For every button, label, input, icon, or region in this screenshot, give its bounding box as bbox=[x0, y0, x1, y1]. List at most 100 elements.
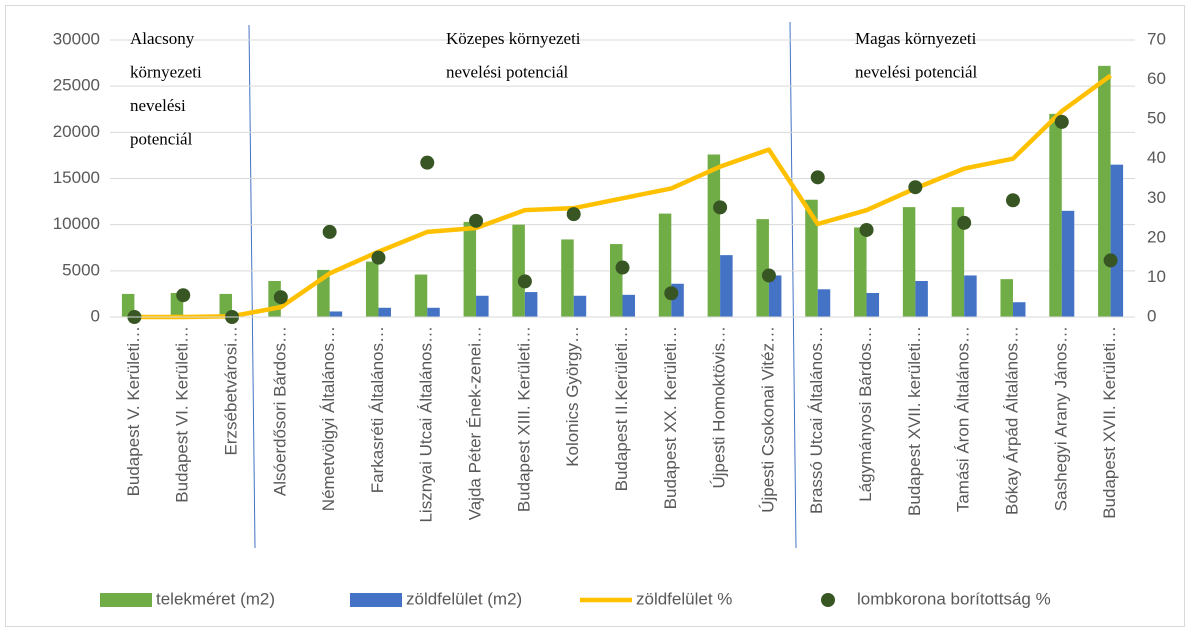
bar bbox=[1012, 302, 1026, 317]
x-tick-label: Budapest VI. Kerületi… bbox=[173, 326, 192, 503]
bar bbox=[1061, 210, 1075, 317]
x-tick-label: Budapest V. Kerületi… bbox=[124, 326, 143, 496]
x-tick-label: Vajda Péter Ének-zenei… bbox=[466, 326, 485, 520]
y2-tick-label: 40 bbox=[1147, 148, 1166, 167]
y-tick-label: 20000 bbox=[53, 122, 100, 141]
bar bbox=[427, 307, 440, 317]
bar bbox=[1000, 279, 1013, 317]
y-tick-label: 15000 bbox=[53, 168, 100, 187]
annotation: Alacsony bbox=[130, 29, 195, 48]
y-tick-label: 25000 bbox=[53, 76, 100, 95]
x-tick-label: Budapest II.Kerületi… bbox=[612, 326, 631, 491]
bar bbox=[573, 295, 587, 317]
bar bbox=[915, 280, 928, 317]
dot bbox=[664, 286, 679, 301]
bar bbox=[476, 295, 489, 317]
y2-tick-label: 0 bbox=[1147, 306, 1156, 325]
x-tick-label: Lágymányosi Bárdos… bbox=[856, 326, 875, 502]
dot bbox=[713, 200, 728, 215]
bar bbox=[756, 219, 769, 317]
y2-tick-label: 20 bbox=[1147, 227, 1166, 246]
x-tick-label: Újpesti Csokonai Vitéz… bbox=[758, 326, 777, 513]
annotation: Magas környezeti bbox=[855, 29, 977, 48]
dot bbox=[420, 155, 435, 170]
bar bbox=[854, 227, 867, 317]
dot bbox=[810, 170, 825, 185]
y2-tick-label: 10 bbox=[1147, 267, 1166, 286]
annotation: nevelési potenciál bbox=[446, 62, 569, 81]
x-tick-label: Sashegyi Arany János… bbox=[1051, 326, 1070, 511]
bar bbox=[658, 213, 672, 317]
x-tick-label: Budapest XIII. Kerületi… bbox=[514, 326, 533, 512]
annotation: Közepes környezeti bbox=[446, 29, 581, 48]
bar bbox=[512, 224, 525, 317]
x-tick-label: Kolonics György… bbox=[563, 326, 582, 467]
bar bbox=[561, 239, 574, 317]
dot bbox=[859, 222, 874, 237]
x-tick-label: Alsóerdősori Bárdos… bbox=[270, 326, 289, 496]
bar bbox=[378, 307, 391, 317]
line bbox=[134, 73, 1112, 320]
dot bbox=[761, 268, 776, 283]
bar bbox=[951, 207, 965, 317]
bar bbox=[805, 199, 818, 317]
bar bbox=[610, 244, 623, 317]
separator bbox=[248, 24, 256, 549]
dot bbox=[517, 274, 532, 289]
chart-border bbox=[5, 5, 1185, 627]
x-tick-label: Budapest XVII. Kerületi… bbox=[1100, 326, 1119, 519]
dot bbox=[908, 180, 923, 195]
bar bbox=[524, 292, 538, 317]
annotation: potenciál bbox=[130, 129, 193, 148]
legend-label: zöldfelület % bbox=[636, 589, 732, 608]
bar bbox=[817, 289, 831, 317]
dot bbox=[176, 288, 191, 303]
bar bbox=[707, 154, 721, 317]
dot bbox=[322, 224, 337, 239]
dot bbox=[1054, 114, 1069, 129]
legend-label: lombkorona borítottság % bbox=[857, 589, 1051, 608]
x-tick-label: Tamási Áron Általános… bbox=[954, 326, 973, 512]
bar bbox=[720, 255, 733, 317]
y-tick-label: 5000 bbox=[62, 260, 100, 279]
dot bbox=[1005, 193, 1020, 208]
y2-tick-label: 70 bbox=[1147, 29, 1166, 48]
bar bbox=[1049, 113, 1062, 317]
x-tick-label: Farkasréti Általános… bbox=[368, 326, 387, 493]
x-tick-label: Újpesti Homoktövis… bbox=[710, 326, 729, 489]
y2-tick-label: 50 bbox=[1147, 109, 1166, 128]
y2-tick-label: 30 bbox=[1147, 188, 1166, 207]
bar bbox=[1098, 65, 1111, 317]
x-tick-label: Budapest XX. Kerületi… bbox=[661, 326, 680, 509]
bar bbox=[902, 207, 916, 317]
legend-swatch bbox=[821, 593, 835, 607]
x-tick-label: Bókay Árpád Általános… bbox=[1002, 326, 1021, 515]
dot bbox=[469, 213, 484, 228]
bar bbox=[414, 274, 428, 317]
annotation: nevelési potenciál bbox=[855, 62, 978, 81]
bar bbox=[866, 292, 880, 317]
bar bbox=[622, 294, 635, 317]
dot bbox=[615, 260, 630, 275]
dot bbox=[1103, 253, 1118, 268]
y-tick-label: 10000 bbox=[53, 214, 100, 233]
y2-tick-label: 60 bbox=[1147, 69, 1166, 88]
x-tick-label: Brassó Utcai Általános… bbox=[807, 326, 826, 514]
dot bbox=[273, 290, 288, 305]
annotation: környezeti bbox=[130, 62, 202, 81]
dot bbox=[957, 215, 972, 230]
x-tick-label: Budapest XVII. kerületi… bbox=[905, 326, 924, 516]
x-tick-label: Lisznyai Utcai Általános… bbox=[417, 326, 436, 523]
legend-label: zöldfelület (m2) bbox=[406, 589, 522, 608]
legend-swatch bbox=[100, 593, 152, 607]
bar bbox=[329, 311, 343, 317]
y-tick-label: 0 bbox=[91, 306, 100, 325]
bar bbox=[964, 275, 977, 317]
bar bbox=[463, 221, 477, 317]
x-tick-label: Németvölgyi Általános… bbox=[319, 326, 338, 511]
x-tick-label: Erzsébetvárosi… bbox=[222, 326, 241, 455]
bar bbox=[768, 275, 782, 317]
dot bbox=[371, 250, 386, 265]
dot bbox=[566, 207, 581, 222]
